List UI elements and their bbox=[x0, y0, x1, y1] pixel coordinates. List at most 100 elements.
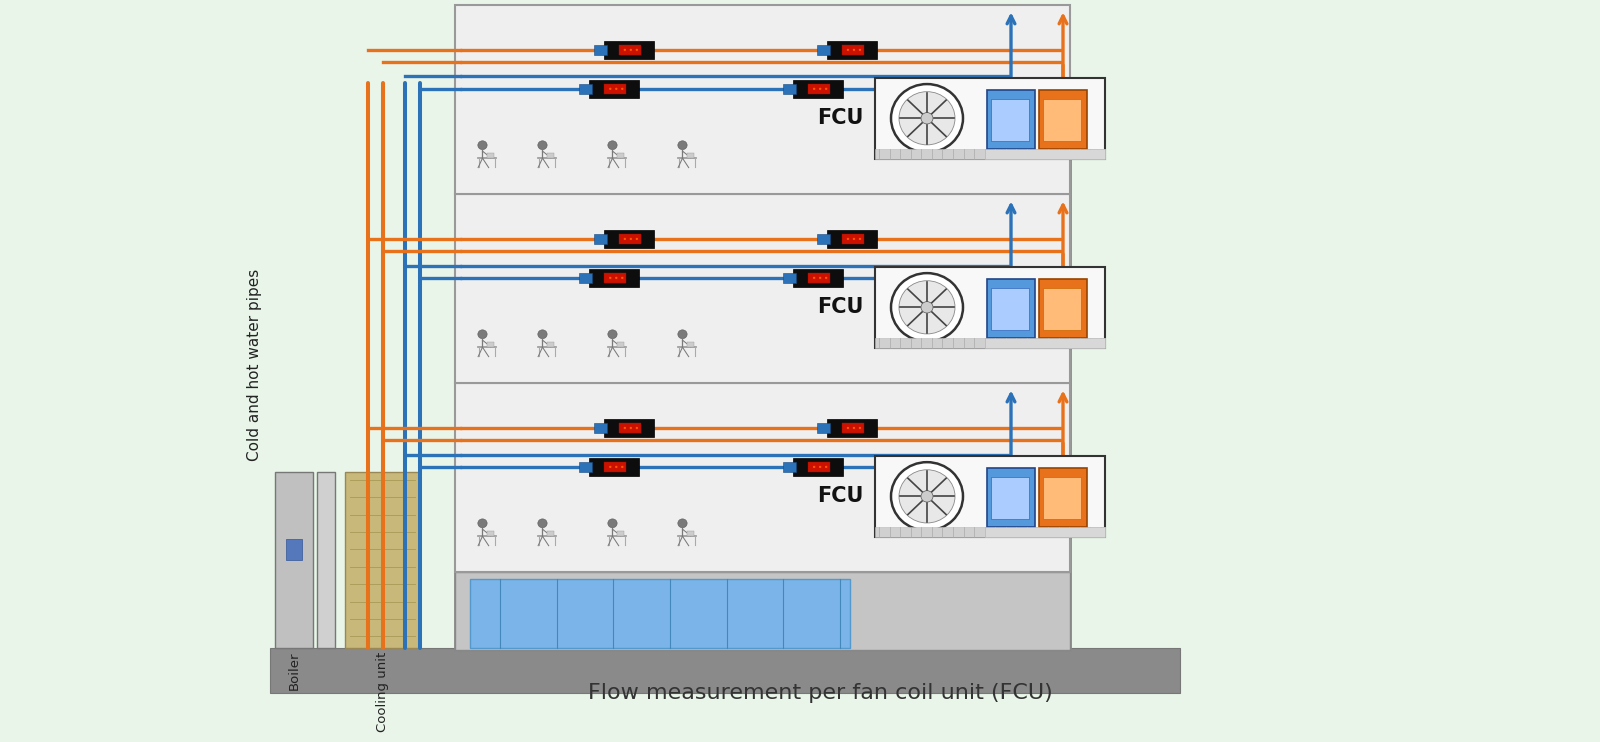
Circle shape bbox=[853, 237, 854, 240]
Bar bbox=[875, 528, 1106, 536]
Bar bbox=[987, 468, 1035, 527]
Circle shape bbox=[826, 277, 827, 279]
Bar bbox=[1038, 468, 1086, 527]
Text: FCU: FCU bbox=[816, 298, 862, 318]
Bar bbox=[477, 157, 496, 158]
Circle shape bbox=[624, 237, 626, 240]
Circle shape bbox=[635, 49, 638, 51]
Bar bbox=[454, 383, 1070, 572]
Bar bbox=[454, 194, 1070, 383]
Bar bbox=[606, 346, 626, 347]
Bar bbox=[1043, 477, 1082, 519]
Bar bbox=[808, 272, 830, 283]
Circle shape bbox=[630, 427, 632, 429]
Circle shape bbox=[610, 277, 611, 279]
Bar bbox=[1043, 289, 1082, 330]
Circle shape bbox=[635, 427, 638, 429]
Bar bbox=[618, 342, 624, 347]
Bar bbox=[990, 99, 1029, 141]
Bar bbox=[677, 157, 696, 158]
Circle shape bbox=[478, 519, 486, 528]
Bar bbox=[875, 267, 1106, 348]
Bar bbox=[875, 338, 1106, 348]
Bar bbox=[688, 531, 694, 536]
Circle shape bbox=[608, 330, 618, 338]
Bar bbox=[842, 234, 864, 244]
Bar bbox=[794, 80, 843, 98]
Circle shape bbox=[678, 330, 686, 338]
Circle shape bbox=[610, 88, 611, 90]
Bar bbox=[986, 528, 1106, 536]
Bar bbox=[990, 289, 1029, 330]
Bar bbox=[477, 346, 496, 347]
Circle shape bbox=[621, 466, 624, 468]
Circle shape bbox=[891, 273, 963, 341]
Bar bbox=[794, 269, 843, 287]
Bar bbox=[688, 153, 694, 157]
Bar bbox=[538, 157, 555, 158]
Text: Cold and hot water pipes: Cold and hot water pipes bbox=[248, 269, 262, 461]
Circle shape bbox=[891, 84, 963, 152]
Bar bbox=[547, 531, 554, 536]
Bar bbox=[317, 472, 334, 648]
Circle shape bbox=[813, 466, 816, 468]
Bar bbox=[818, 423, 830, 433]
Bar bbox=[818, 234, 830, 243]
Bar bbox=[987, 90, 1035, 148]
Bar bbox=[875, 456, 1106, 536]
Circle shape bbox=[538, 141, 547, 150]
Bar bbox=[346, 472, 419, 648]
Circle shape bbox=[826, 466, 827, 468]
Circle shape bbox=[819, 88, 821, 90]
Text: Boiler: Boiler bbox=[288, 651, 301, 690]
Bar bbox=[538, 535, 555, 536]
Text: FCU: FCU bbox=[816, 108, 862, 128]
Text: Flow measurement per fan coil unit (FCU): Flow measurement per fan coil unit (FCU) bbox=[587, 683, 1053, 703]
Circle shape bbox=[621, 88, 624, 90]
Circle shape bbox=[630, 237, 632, 240]
Circle shape bbox=[826, 88, 827, 90]
Bar bbox=[605, 84, 626, 94]
Bar bbox=[827, 230, 877, 248]
Circle shape bbox=[819, 277, 821, 279]
Bar bbox=[875, 149, 1106, 159]
Circle shape bbox=[614, 466, 618, 468]
Circle shape bbox=[538, 519, 547, 528]
Bar bbox=[270, 648, 1181, 694]
Circle shape bbox=[899, 470, 955, 523]
Circle shape bbox=[922, 490, 933, 502]
Circle shape bbox=[859, 427, 861, 429]
Circle shape bbox=[891, 462, 963, 531]
Bar bbox=[619, 423, 642, 433]
Circle shape bbox=[846, 237, 850, 240]
Bar bbox=[488, 531, 494, 536]
Bar bbox=[547, 153, 554, 157]
Circle shape bbox=[608, 519, 618, 528]
Circle shape bbox=[846, 427, 850, 429]
Bar bbox=[603, 419, 654, 437]
Bar bbox=[579, 273, 592, 283]
Circle shape bbox=[635, 237, 638, 240]
Circle shape bbox=[819, 466, 821, 468]
Bar bbox=[842, 423, 864, 433]
Circle shape bbox=[813, 88, 816, 90]
Circle shape bbox=[478, 330, 486, 338]
Bar bbox=[488, 153, 494, 157]
Bar bbox=[782, 84, 797, 93]
Bar bbox=[1038, 90, 1086, 148]
Bar bbox=[618, 531, 624, 536]
Circle shape bbox=[614, 277, 618, 279]
Bar bbox=[589, 269, 640, 287]
Bar bbox=[589, 458, 640, 476]
Circle shape bbox=[630, 49, 632, 51]
Bar bbox=[808, 462, 830, 472]
Bar bbox=[677, 535, 696, 536]
Bar bbox=[688, 342, 694, 347]
Circle shape bbox=[853, 49, 854, 51]
Bar bbox=[605, 462, 626, 472]
Bar bbox=[875, 78, 1106, 159]
Bar bbox=[275, 472, 314, 648]
Bar bbox=[605, 272, 626, 283]
Bar bbox=[990, 477, 1029, 519]
Bar bbox=[782, 273, 797, 283]
